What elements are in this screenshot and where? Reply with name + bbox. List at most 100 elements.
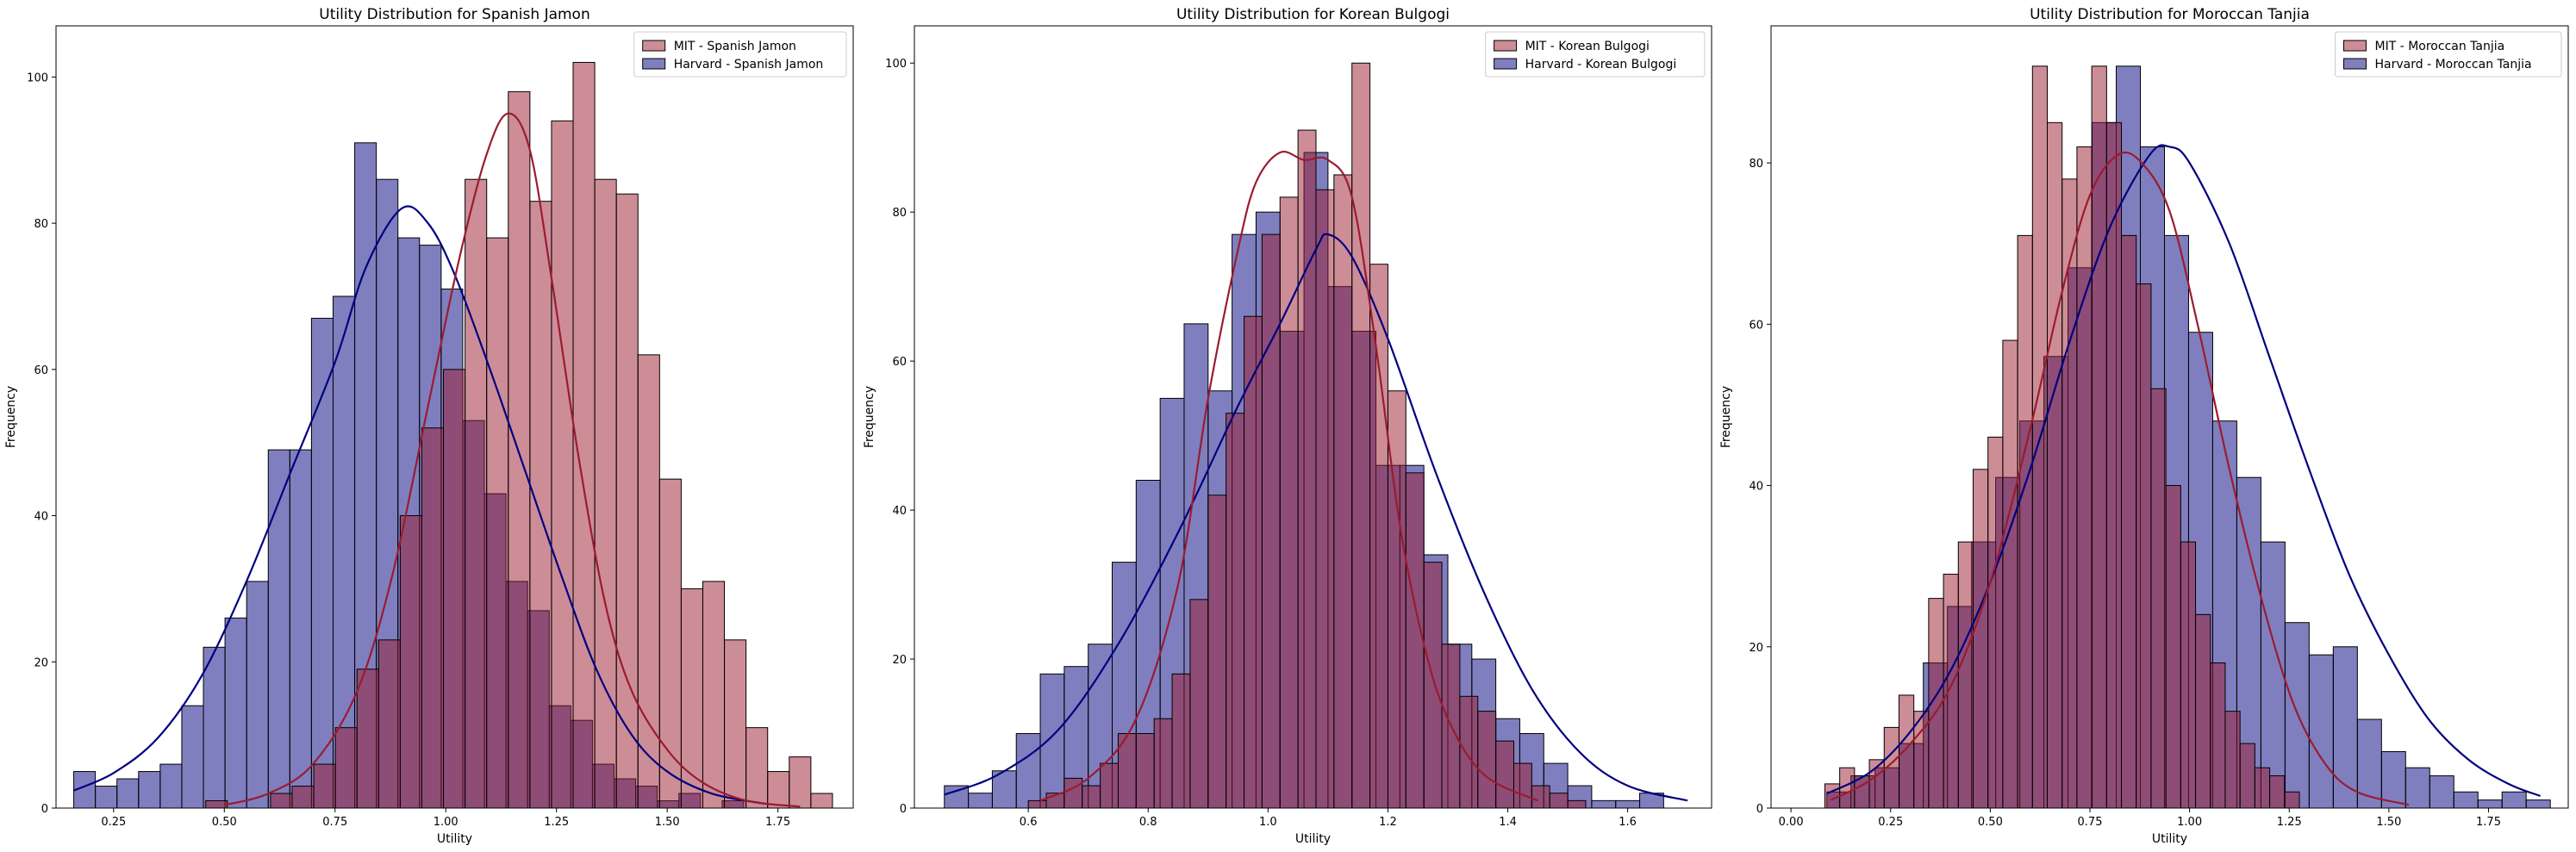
chart-title: Utility Distribution for Spanish Jamon — [319, 6, 589, 23]
histogram-bar — [2501, 791, 2527, 808]
histogram-bar — [159, 763, 183, 808]
histogram-bar — [1513, 762, 1532, 808]
histogram-bar — [1297, 129, 1317, 808]
histogram-bar — [1015, 733, 1041, 808]
histogram-bar — [529, 201, 552, 808]
legend-swatch-harvard — [642, 58, 666, 70]
histogram-bar — [615, 193, 639, 808]
histogram-bar — [2165, 485, 2181, 808]
histogram-bar — [2332, 646, 2358, 808]
legend-label-mit: MIT - Spanish Jamon — [674, 40, 796, 53]
histogram-bar — [2453, 791, 2479, 808]
plot-content — [73, 61, 833, 808]
histogram-bar — [486, 237, 509, 808]
histogram-bar — [291, 786, 315, 808]
histogram-bar — [2105, 121, 2123, 808]
histogram-bar — [1226, 413, 1245, 808]
series-bars-mit — [205, 61, 833, 808]
histogram-bar — [2269, 775, 2286, 808]
histogram-bar — [1100, 762, 1119, 808]
x-tick-label: 1.50 — [655, 816, 680, 829]
y-tick-label: 100 — [885, 58, 907, 71]
plot-content — [944, 62, 1688, 808]
y-tick-label: 40 — [34, 511, 48, 524]
chart-panel-3: 0.00 0.25 0.50 0.75 1.00 1.25 1.50 1.75 0 20 40 60 8… — [1719, 6, 2569, 846]
histogram-bar — [724, 639, 747, 808]
plot-content — [1824, 65, 2551, 808]
x-tick-label: 1.4 — [1499, 816, 1517, 829]
histogram-bar — [356, 669, 379, 808]
axes-frame — [914, 25, 1712, 809]
histogram-bar — [789, 756, 812, 808]
histogram-bar — [2239, 743, 2255, 808]
legend-label-harvard: Harvard - Korean Bulgogi — [1525, 58, 1677, 72]
x-tick-label: 0.50 — [212, 816, 237, 829]
histogram-bar — [2121, 234, 2137, 808]
histogram-bar — [594, 178, 617, 808]
y-tick-label: 60 — [34, 364, 48, 377]
x-tick-label: 1.00 — [433, 816, 458, 829]
histogram-bar — [1279, 196, 1299, 808]
histogram-bar — [1615, 799, 1641, 808]
histogram-bar — [332, 295, 356, 808]
x-tick-label: 1.25 — [544, 816, 569, 829]
y-tick-label: 0 — [41, 803, 48, 816]
histogram-bar — [2254, 767, 2271, 808]
x-tick-label: 1.25 — [2277, 816, 2302, 829]
histogram-bar — [702, 581, 726, 808]
histogram-bar — [334, 727, 358, 808]
kde-line-harvard — [1826, 144, 2542, 797]
histogram-bar — [289, 449, 312, 808]
y-tick-label: 0 — [1756, 803, 1763, 816]
histogram-bar — [2136, 283, 2152, 808]
histogram-bar — [224, 617, 247, 808]
histogram-bar — [2380, 750, 2406, 808]
histogram-bar — [1039, 673, 1065, 808]
legend-label-mit: MIT - Moroccan Tanjia — [2375, 40, 2505, 53]
axes-frame — [1770, 25, 2569, 809]
histogram-bar — [1171, 673, 1191, 808]
histogram-bar — [313, 763, 336, 808]
histogram-bar — [1495, 740, 1514, 808]
y-tick-label: 20 — [892, 654, 907, 667]
histogram-bar — [1531, 785, 1550, 808]
x-tick-label: 0.75 — [2078, 816, 2103, 829]
y-axis-label: Frequency — [1719, 386, 1733, 448]
legend-label-mit: MIT - Korean Bulgogi — [1525, 40, 1650, 53]
legend-swatch-mit — [642, 40, 666, 52]
histogram-bar — [745, 727, 769, 808]
x-tick-label: 1.0 — [1259, 816, 1277, 829]
histogram-bar — [2224, 711, 2241, 808]
legend-swatch-mit — [2343, 40, 2367, 52]
histogram-bar — [246, 581, 269, 808]
x-tick-label: 1.2 — [1379, 816, 1397, 829]
x-tick-label: 0.75 — [322, 816, 347, 829]
x-tick-label: 0.25 — [101, 816, 126, 829]
histogram-bar — [1972, 469, 1989, 808]
legend-swatch-harvard — [2343, 58, 2367, 70]
histogram-bar — [1591, 799, 1617, 808]
histogram-bar — [1477, 711, 1497, 808]
y-tick-label: 80 — [1749, 158, 1763, 171]
histogram-bar — [1351, 62, 1371, 808]
histogram-bar — [2002, 339, 2018, 808]
chart-panel-1: 0.25 0.50 0.75 1.00 1.25 1.50 1.75 0 20 40 60 80 100… — [4, 6, 854, 846]
chart-title: Utility Distribution for Moroccan Tanjia — [2030, 6, 2310, 23]
histogram-bar — [2260, 541, 2286, 808]
histogram-bar — [1333, 174, 1353, 808]
histogram-bar — [2308, 654, 2334, 808]
kde-line-mit — [1830, 151, 2410, 806]
histogram-bar — [1943, 574, 1959, 808]
legend-box — [1485, 31, 1706, 78]
histogram-bar — [205, 800, 228, 808]
chart-title: Utility Distribution for Korean Bulgogi — [1176, 6, 1450, 23]
legend-label-harvard: Harvard - Moroccan Tanjia — [2375, 58, 2532, 72]
histogram-bar — [377, 639, 401, 808]
x-tick-label: 0.25 — [1878, 816, 1903, 829]
x-tick-label: 1.6 — [1619, 816, 1637, 829]
kde-line-mit — [1039, 150, 1538, 802]
histogram-bar — [1315, 189, 1335, 808]
y-tick-label: 20 — [34, 656, 48, 669]
histogram-bar — [1189, 599, 1209, 808]
